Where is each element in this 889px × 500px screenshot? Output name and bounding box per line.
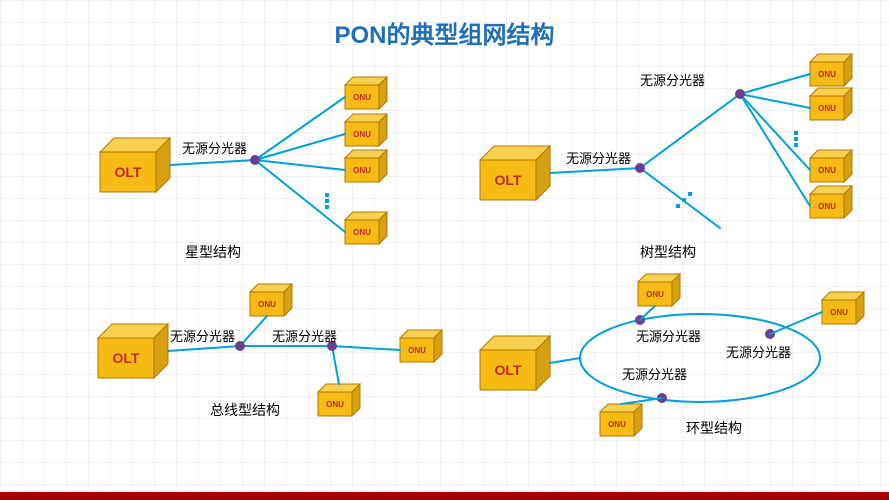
ring-splitterA-label: 无源分光器 [636, 326, 701, 345]
svg-text:ONU: ONU [646, 290, 664, 299]
bus-olt-box: OLT [98, 324, 168, 378]
ring-onu-top-box: ONU [638, 274, 680, 306]
svg-text:ONU: ONU [818, 202, 836, 211]
star-onu-box-3: ONU [345, 212, 387, 244]
svg-text:OLT: OLT [113, 350, 140, 366]
svg-text:ONU: ONU [353, 93, 371, 102]
star-splitter-label: 无源分光器 [182, 138, 247, 157]
tree-onu-box-3: ONU [810, 186, 852, 218]
svg-text:ONU: ONU [353, 130, 371, 139]
bus-onu-top-box: ONU [250, 284, 292, 316]
bus-onu-bottom-box: ONU [318, 384, 360, 416]
ring-olt-box: OLT [480, 336, 550, 390]
svg-text:ONU: ONU [353, 228, 371, 237]
svg-text:ONU: ONU [408, 346, 426, 355]
tree-splitter2-label: 无源分光器 [640, 70, 705, 89]
ring-onu-right-box: ONU [822, 292, 864, 324]
ring-onu-bottom-box: ONU [600, 404, 642, 436]
svg-text:OLT: OLT [115, 164, 142, 180]
svg-text:ONU: ONU [830, 308, 848, 317]
star-onu-box-0: ONU [345, 77, 387, 109]
slide: PON的典型组网结构 OLTONUONUONUONUOLTONUONUONUON… [0, 0, 889, 500]
svg-text:ONU: ONU [818, 70, 836, 79]
tree-onu-box-2: ONU [810, 150, 852, 182]
star-onu-box-2: ONU [345, 150, 387, 182]
svg-text:ONU: ONU [353, 166, 371, 175]
ring-splitterB-label: 无源分光器 [726, 342, 791, 361]
star-onu-box-1: ONU [345, 114, 387, 146]
tree-onu-box-0: ONU [810, 54, 852, 86]
svg-text:ONU: ONU [326, 400, 344, 409]
bus-onu-right-box: ONU [400, 330, 442, 362]
tree-caption: 树型结构 [640, 242, 696, 262]
svg-text:ONU: ONU [818, 104, 836, 113]
svg-text:ONU: ONU [258, 300, 276, 309]
star-caption: 星型结构 [185, 242, 241, 262]
tree-olt-box: OLT [480, 146, 550, 200]
diagram-canvas: OLT ONU ONU ONU ONU OLT ONU ONU ONU ONU OLT ONU ONU O… [0, 0, 889, 500]
bottom-bar [0, 492, 889, 500]
ring-caption: 环型结构 [686, 418, 742, 438]
svg-text:ONU: ONU [818, 166, 836, 175]
svg-text:OLT: OLT [495, 362, 522, 378]
star-olt-box: OLT [100, 138, 170, 192]
svg-text:ONU: ONU [608, 420, 626, 429]
tree-splitter1-label: 无源分光器 [566, 148, 631, 167]
tree-onu-box-1: ONU [810, 88, 852, 120]
svg-text:OLT: OLT [495, 172, 522, 188]
bus-caption: 总线型结构 [210, 400, 280, 420]
bus-splitter1-label: 无源分光器 [170, 326, 235, 345]
ring-splitterC-label: 无源分光器 [622, 364, 687, 383]
bus-splitter2-label: 无源分光器 [272, 326, 337, 345]
